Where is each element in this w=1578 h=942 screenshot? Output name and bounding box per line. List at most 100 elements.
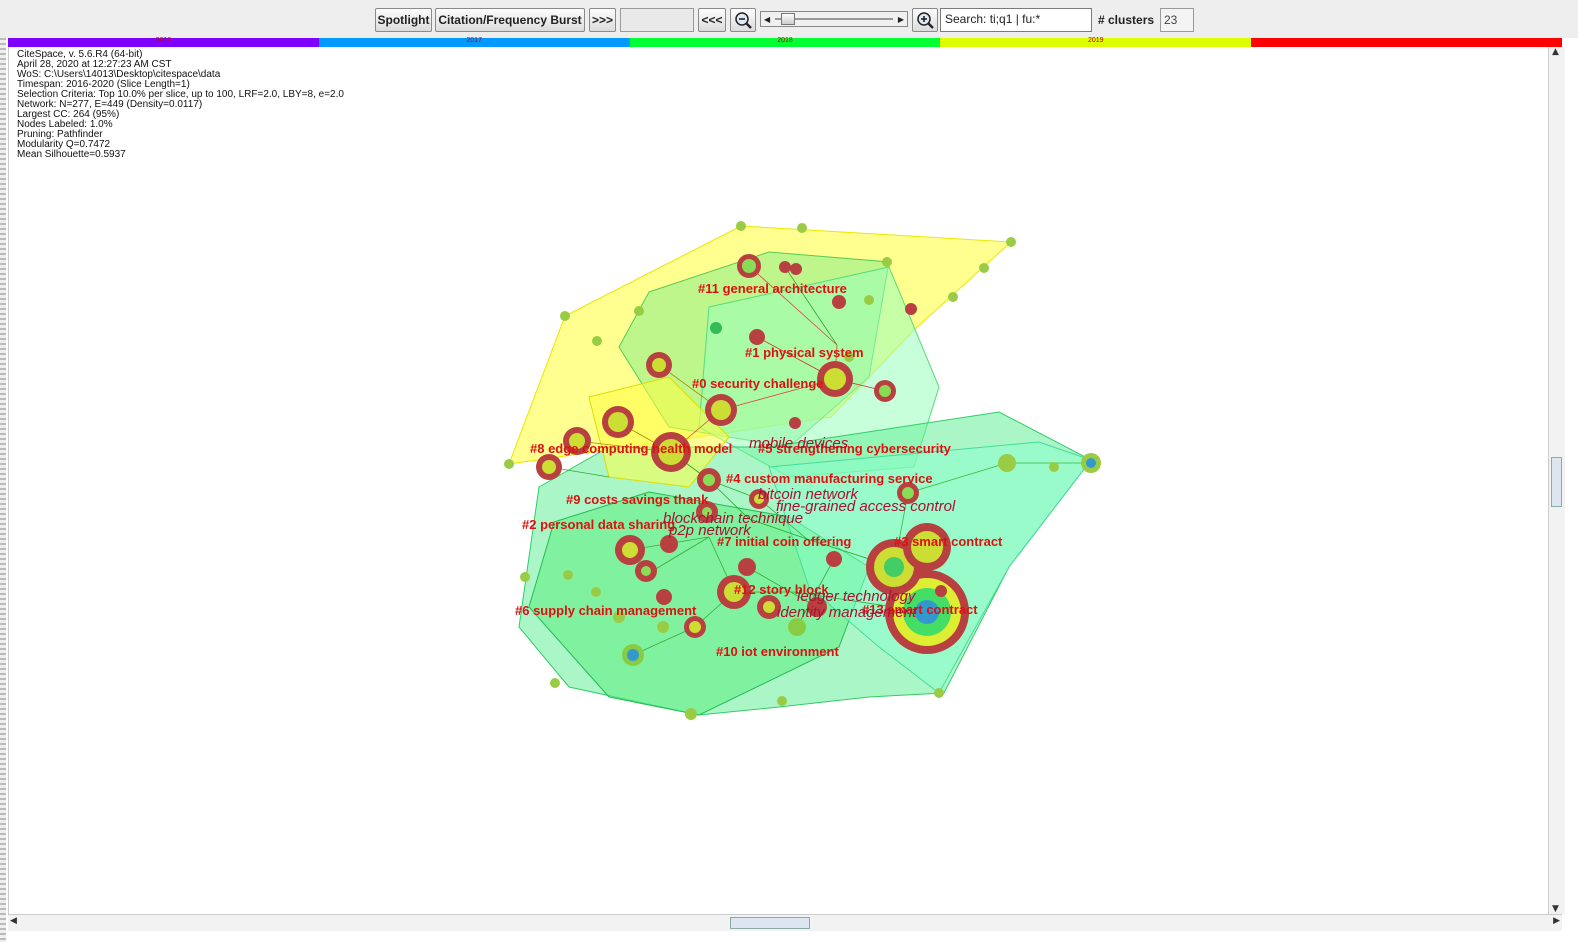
horizontal-scrollbar[interactable]: ◀ ▶: [8, 914, 1562, 931]
network-node: [790, 263, 802, 275]
network-node: [879, 385, 891, 397]
network-node: [979, 263, 989, 273]
info-line: Mean Silhouette=0.5937: [17, 149, 126, 160]
network-node: [520, 572, 530, 582]
cluster-network-graph[interactable]: #11 general architecture #1 physical sys…: [9, 47, 1549, 914]
network-node: [826, 551, 842, 567]
cluster-label[interactable]: #13 smart contract: [862, 602, 978, 617]
term-labels: mobile devices bitcoin network fine-grai…: [663, 435, 956, 621]
cluster-label[interactable]: #4 custom manufacturing service: [726, 471, 933, 486]
cluster-labels: #11 general architecture #1 physical sys…: [515, 281, 1003, 659]
network-node: [824, 368, 846, 390]
clusters-count-field[interactable]: 23: [1160, 8, 1194, 32]
info-line: Modularity Q=0.7472: [17, 139, 111, 150]
network-node: [736, 221, 746, 231]
left-edge-splitter[interactable]: [0, 38, 6, 942]
vertical-scroll-thumb[interactable]: [1551, 457, 1562, 507]
scroll-left-arrow-icon[interactable]: ◀: [10, 916, 17, 926]
info-line: Pruning: Pathfinder: [17, 129, 103, 140]
network-node: [807, 597, 827, 617]
network-node: [685, 708, 697, 720]
cluster-label[interactable]: #2 personal data sharing: [522, 517, 675, 532]
slider-thumb[interactable]: [781, 13, 795, 25]
network-node: [656, 589, 672, 605]
citation-burst-button[interactable]: Citation/Frequency Burst: [435, 8, 585, 32]
horizontal-scroll-thumb[interactable]: [730, 917, 810, 929]
scroll-right-arrow-icon[interactable]: ▶: [1553, 916, 1560, 926]
timeline-segment: 2016: [8, 37, 319, 47]
cluster-hull: [588, 376, 730, 488]
cluster-label[interactable]: #11 general architecture: [698, 281, 847, 296]
cluster-label[interactable]: #1 physical system: [745, 345, 864, 360]
network-node: [658, 439, 684, 465]
network-node: [689, 621, 701, 633]
network-node: [660, 535, 678, 553]
scroll-down-arrow-icon[interactable]: ▼: [1552, 904, 1559, 914]
network-node: [542, 460, 556, 474]
scroll-up-arrow-icon[interactable]: ▲: [1552, 47, 1559, 57]
network-node: [763, 601, 775, 613]
network-node: [1006, 237, 1016, 247]
cluster-label[interactable]: #7 initial coin offering: [717, 534, 851, 549]
network-node: [779, 261, 791, 273]
network-node: [627, 649, 639, 661]
network-node: [998, 454, 1016, 472]
cluster-label[interactable]: #8 edge computing health model: [530, 441, 732, 456]
cluster-label[interactable]: #6 supply chain management: [515, 603, 697, 618]
info-line: Nodes Labeled: 1.0%: [17, 119, 113, 130]
zoom-slider[interactable]: ◀ ▶: [760, 11, 908, 27]
cluster-label[interactable]: #9 costs savings thank: [566, 492, 709, 507]
term-label[interactable]: p2p network: [668, 522, 752, 539]
term-label[interactable]: bitcoin network: [758, 486, 860, 503]
prev-button[interactable]: <<<: [698, 8, 726, 32]
network-node: [777, 696, 787, 706]
search-input[interactable]: Search: ti;q1 | fu:*: [940, 8, 1092, 32]
zoom-out-button[interactable]: [730, 8, 756, 32]
network-node: [504, 459, 514, 469]
network-node: [657, 621, 669, 633]
network-node: [1086, 458, 1096, 468]
network-node: [864, 295, 874, 305]
cluster-label[interactable]: #0 security challenge: [692, 376, 824, 391]
term-label[interactable]: identity management: [777, 604, 917, 621]
slider-right-arrow-icon[interactable]: ▶: [897, 15, 904, 24]
next-button[interactable]: >>>: [589, 8, 616, 32]
info-line: Largest CC: 264 (95%): [17, 109, 120, 120]
cluster-hull: [528, 491, 870, 716]
network-node: [948, 292, 958, 302]
network-nodes: [504, 221, 1101, 720]
network-node: [550, 678, 560, 688]
network-node: [592, 336, 602, 346]
term-label[interactable]: fine-grained access control: [776, 498, 956, 515]
network-node: [749, 329, 765, 345]
network-node: [884, 557, 904, 577]
network-node: [710, 322, 722, 334]
network-canvas[interactable]: CiteSpace, v. 5.6.R4 (64-bit) April 28, …: [8, 47, 1549, 914]
info-line: WoS: C:\Users\14013\Desktop\citespace\da…: [17, 69, 221, 80]
network-node: [788, 618, 806, 636]
slice-field[interactable]: [620, 8, 694, 32]
zoom-in-button[interactable]: [912, 8, 938, 32]
vertical-scrollbar[interactable]: ▲ ▼: [1548, 47, 1565, 914]
term-label[interactable]: ledger technology: [797, 588, 917, 605]
network-node: [934, 688, 944, 698]
cluster-label[interactable]: #10 iot environment: [716, 644, 839, 659]
slider-left-arrow-icon[interactable]: ◀: [764, 15, 771, 24]
network-node: [703, 474, 715, 486]
term-label[interactable]: mobile devices: [749, 435, 849, 452]
term-label[interactable]: blockchain technique: [663, 510, 803, 527]
timeline-segment: 2019: [940, 37, 1252, 47]
network-node: [560, 311, 570, 321]
network-node: [882, 257, 892, 267]
network-node: [591, 587, 601, 597]
cluster-label[interactable]: #12 story block: [734, 582, 829, 597]
network-node: [915, 600, 939, 624]
network-node: [754, 494, 764, 504]
network-node: [613, 611, 625, 623]
spotlight-button[interactable]: Spotlight: [375, 8, 432, 32]
clusters-label: # clusters: [1098, 13, 1155, 27]
cluster-label[interactable]: #5 strengthening cybersecurity: [758, 441, 952, 456]
cluster-label[interactable]: #3 smart contract: [894, 534, 1003, 549]
network-node: [711, 400, 731, 420]
info-line: Timespan: 2016-2020 (Slice Length=1): [17, 79, 190, 90]
